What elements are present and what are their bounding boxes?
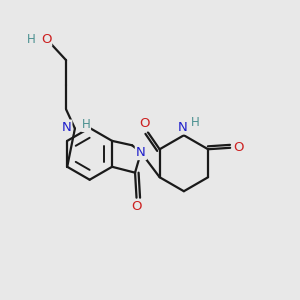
Text: O: O — [131, 200, 142, 213]
Text: O: O — [140, 117, 150, 130]
Text: H: H — [27, 33, 36, 46]
Text: N: N — [61, 121, 71, 134]
Text: O: O — [233, 141, 244, 154]
Text: H: H — [82, 118, 91, 131]
Text: H: H — [191, 116, 200, 128]
Text: N: N — [178, 121, 187, 134]
Text: O: O — [41, 33, 52, 46]
Text: N: N — [136, 146, 146, 159]
